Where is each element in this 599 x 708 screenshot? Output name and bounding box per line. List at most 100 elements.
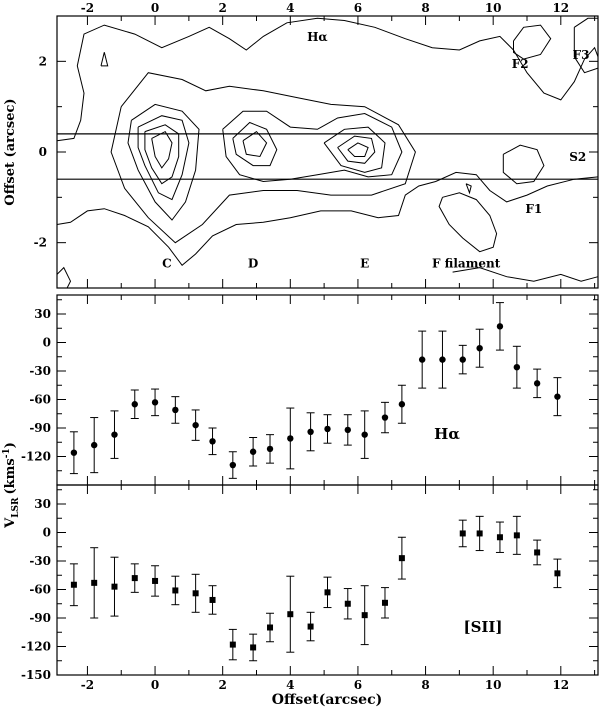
halpha-point [381, 414, 389, 421]
sii-x-tick-label: 0 [151, 678, 159, 692]
region-label: S2 [569, 150, 586, 164]
halpha-point [361, 431, 368, 438]
contour-x-tick-label: 8 [421, 1, 429, 15]
sii-point [152, 577, 159, 584]
velocity-label-close: ) [3, 442, 18, 448]
sii-point [250, 644, 257, 651]
halpha-y-tick-label: 0 [43, 336, 51, 350]
contour-y-axis-label: Offset (arcsec) [3, 98, 18, 205]
sii-point [91, 579, 98, 586]
velocity-label-symbol: V [3, 517, 18, 529]
sii-y-tick-label: -60 [29, 583, 51, 597]
contour-line [232, 121, 278, 167]
contour-line [100, 52, 109, 67]
contour-line [110, 72, 416, 244]
region-label: F3 [573, 48, 590, 62]
halpha-ticks: -120 -90 -60 -30 0 30 [21, 295, 598, 485]
halpha-points [69, 302, 562, 479]
contour-line [438, 192, 498, 253]
halpha-point [229, 461, 237, 469]
halpha-y-tick-label: -60 [29, 393, 51, 407]
velocity-y-axis-label: VLSR (kms-1) [2, 442, 21, 529]
sii-point [70, 581, 77, 588]
halpha-point [439, 356, 446, 363]
contour-line [56, 266, 72, 289]
contour-x-ticks: -2 0 2 4 6 8 10 12 [81, 1, 596, 288]
sii-panel-label: [SII] [463, 618, 502, 636]
contour-line [347, 142, 369, 157]
sii-point [459, 530, 466, 537]
sii-y-tick-label: 30 [34, 497, 51, 511]
x-axis-label: Offset(arcsec) [272, 692, 382, 708]
contour-line [56, 171, 599, 267]
contour-line [151, 130, 173, 169]
contour-line [465, 183, 472, 195]
halpha-point [209, 438, 216, 445]
sii-point [324, 589, 331, 596]
contour-y-tick-label: -2 [34, 236, 47, 250]
slit-lines [57, 133, 598, 180]
halpha-point [307, 428, 314, 435]
halpha-point [70, 449, 78, 456]
halpha-point [344, 426, 351, 434]
sii-y-tick-label: -30 [29, 554, 51, 568]
region-label: D [248, 257, 258, 271]
halpha-point [111, 431, 118, 438]
halpha-point [554, 393, 561, 400]
contour-y-tick-label: 0 [39, 145, 47, 159]
region-label: F1 [525, 202, 542, 216]
halpha-y-tick-label: -120 [21, 450, 51, 464]
contour-lines [56, 17, 599, 289]
sii-panel-frame [56, 484, 599, 676]
halpha-point [324, 425, 331, 433]
contour-line [144, 124, 180, 185]
halpha-point [131, 401, 138, 408]
sii-point [361, 612, 368, 619]
halpha-point [513, 364, 521, 371]
sii-point [172, 587, 179, 594]
contour-line [137, 115, 190, 201]
halpha-point [90, 441, 98, 449]
sii-points [69, 515, 562, 662]
sii-point [111, 583, 118, 590]
halpha-panel: -120 -90 -60 -30 0 30 Hα [21, 294, 599, 486]
sii-y-tick-label: -120 [21, 640, 51, 654]
halpha-point [172, 406, 179, 414]
contour-labels: Hα F2 F3 S2 F1 C D E F filament [162, 30, 589, 271]
contour-x-tick-label: 6 [354, 1, 362, 15]
halpha-point [287, 435, 294, 442]
region-label: C [162, 257, 172, 271]
contour-line [222, 110, 403, 183]
region-label: E [360, 257, 369, 271]
sii-x-tick-label: 6 [354, 678, 362, 692]
sii-x-tick-label: 12 [552, 678, 569, 692]
sii-point [229, 641, 236, 648]
halpha-point [151, 399, 159, 406]
sii-y-tick-label: -150 [21, 668, 51, 682]
contour-line [56, 17, 599, 142]
sii-point [192, 590, 199, 597]
sii-y-tick-label: -90 [29, 611, 51, 625]
sii-panel: -150 -120 -90 -60 -30 0 30 -2 0 2 4 6 8 10 12 [SII] Of… [21, 484, 599, 708]
halpha-point [266, 445, 274, 453]
contour-panel: Hα F2 F3 S2 F1 C D E F filament -2 0 2 4 6 8 10 12 -2 0 2… [3, 1, 599, 289]
velocity-label-subscript: LSR [11, 497, 21, 518]
sii-point [381, 599, 388, 606]
halpha-y-tick-label: -30 [29, 364, 51, 378]
contour-line [452, 267, 599, 282]
sii-x-tick-label: 4 [286, 678, 294, 692]
contour-x-tick-label: 10 [485, 1, 502, 15]
contour-line [323, 126, 386, 173]
sii-x-tick-label: 8 [421, 678, 429, 692]
sii-point [307, 623, 314, 630]
sii-point [398, 555, 405, 562]
halpha-point [533, 380, 541, 387]
contour-line [502, 144, 545, 185]
halpha-point [398, 401, 406, 408]
sii-point [476, 530, 483, 537]
halpha-point [459, 356, 466, 363]
sii-x-tick-label: 10 [485, 678, 502, 692]
sii-x-tick-label: 2 [219, 678, 227, 692]
contour-line [242, 130, 268, 158]
